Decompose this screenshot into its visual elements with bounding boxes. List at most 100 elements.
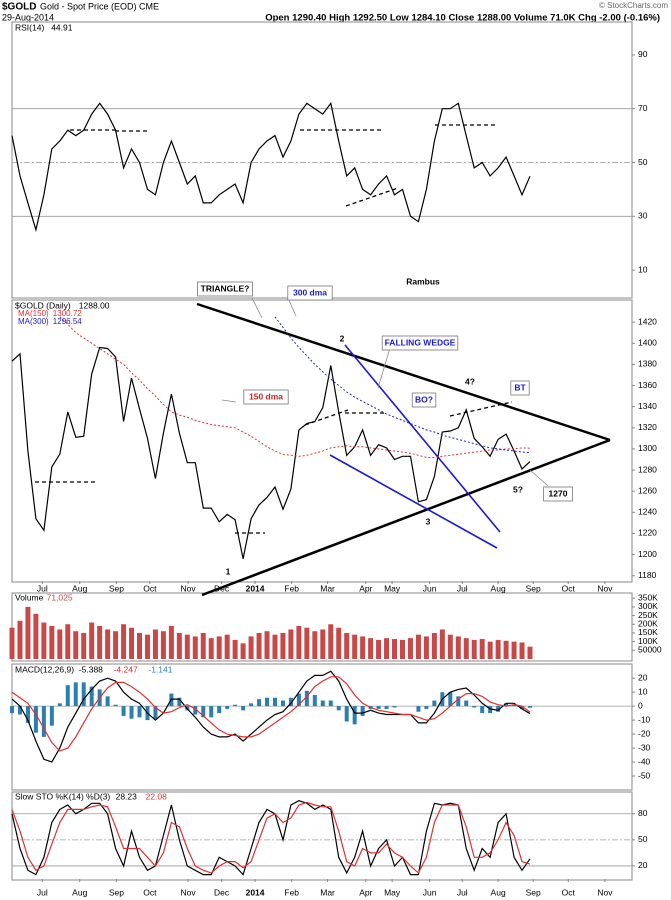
bar — [41, 622, 47, 659]
x-tick-label: Jul — [37, 583, 48, 593]
bar — [415, 634, 421, 659]
bar — [336, 706, 341, 711]
legend-value: 71,025 — [47, 592, 73, 602]
annotation: TRIANGLE? — [201, 283, 250, 293]
annotation: 150 dma — [249, 391, 283, 401]
bar — [257, 699, 262, 707]
bar — [495, 639, 501, 659]
x-tick-label: Nov — [597, 583, 613, 593]
bar — [249, 703, 254, 707]
x-tick-label: Dec — [214, 887, 230, 897]
bar — [137, 706, 142, 718]
leader — [377, 347, 391, 389]
series-line — [11, 346, 531, 559]
x-tick-label: Nov — [181, 583, 197, 593]
bar — [376, 706, 381, 709]
bar — [280, 700, 285, 707]
bar — [105, 629, 111, 659]
leader — [529, 469, 549, 487]
x-tick-label: Sep — [109, 887, 124, 897]
bar — [216, 636, 222, 659]
panel-frame — [11, 592, 633, 662]
bar — [392, 706, 397, 708]
x-tick-label: Feb — [284, 887, 299, 897]
y-tick-label: -40 — [638, 756, 651, 766]
bar — [121, 624, 127, 659]
annotation: FALLING WEDGE — [385, 337, 456, 347]
x-tick-label: May — [384, 583, 401, 593]
bar — [384, 638, 390, 659]
bar — [89, 686, 94, 707]
annotation: 1270 — [549, 488, 568, 498]
bar — [304, 627, 310, 659]
series-line — [274, 316, 531, 454]
bar — [121, 706, 126, 716]
bar — [256, 632, 262, 659]
bar — [73, 631, 79, 659]
x-tick-label: Nov — [181, 887, 197, 897]
panel: 20 10 0 -10 -20 -30 -40 -50 MACD(12,26,9) -5.388 -… — [10, 664, 651, 780]
y-tick-label: -30 — [638, 742, 651, 752]
legend-value: 44.91 — [51, 22, 73, 32]
bar — [160, 631, 166, 659]
legend-value: -1.141 — [148, 664, 172, 674]
bar — [33, 706, 38, 733]
legend-value: 28.23 — [116, 791, 138, 801]
bar — [328, 624, 334, 659]
x-tick-label: Aug — [491, 887, 506, 897]
bar — [240, 643, 246, 659]
panel-label: MACD(12,26,9) — [15, 664, 74, 674]
bar — [439, 629, 445, 659]
bar — [217, 706, 222, 714]
panel-label: Slow STO %K(14) %D(3) — [15, 791, 110, 801]
bar — [320, 629, 326, 659]
bar — [129, 627, 135, 659]
x-tick-label: Oct — [562, 583, 576, 593]
x-tick-label: Aug — [72, 887, 87, 897]
annotation: 3 — [426, 516, 431, 526]
series-line — [11, 676, 531, 752]
bar — [448, 692, 453, 707]
neckline — [449, 401, 513, 417]
y-tick-label: -10 — [638, 714, 651, 724]
y-tick-label: 1400 — [638, 338, 657, 348]
triangle-top — [196, 302, 611, 442]
y-tick-label: 20 — [638, 860, 648, 870]
bar — [527, 646, 533, 659]
legend-value: -4.247 — [114, 664, 138, 674]
x-tick-label: Jun — [423, 583, 437, 593]
triangle-bottom — [201, 438, 611, 597]
x-tick-label: Oct — [143, 583, 157, 593]
bar — [360, 706, 365, 716]
y-tick-label: 1320 — [638, 422, 657, 432]
bar — [407, 638, 413, 659]
bar — [352, 634, 358, 659]
x-tick-label: Jul — [37, 887, 48, 897]
bar — [209, 706, 214, 718]
bar — [344, 706, 349, 722]
legend-value: 1300.72 — [53, 309, 82, 318]
x-tick-label: Sep — [526, 887, 541, 897]
bar — [57, 703, 62, 707]
rsi-line — [345, 187, 399, 207]
bar — [65, 624, 71, 659]
y-tick-label: 1200 — [638, 549, 657, 559]
bar — [512, 704, 517, 707]
y-tick-label: -50 — [638, 770, 651, 780]
bar — [447, 634, 453, 659]
y-tick-label: 1280 — [638, 464, 657, 474]
bar — [17, 620, 23, 659]
bar — [336, 627, 342, 659]
y-tick-label: -20 — [638, 728, 651, 738]
bar — [511, 641, 517, 659]
x-tick-label: Sep — [109, 583, 124, 593]
leader — [287, 297, 297, 317]
panel-frame — [11, 21, 633, 299]
bar — [352, 706, 357, 725]
panel: 1180 1200 1220 1240 1260 1280 1300 1320 1340 1360… — [11, 281, 657, 593]
bar — [392, 639, 398, 659]
bar — [431, 632, 437, 659]
bar — [81, 682, 86, 707]
bar — [272, 634, 278, 659]
